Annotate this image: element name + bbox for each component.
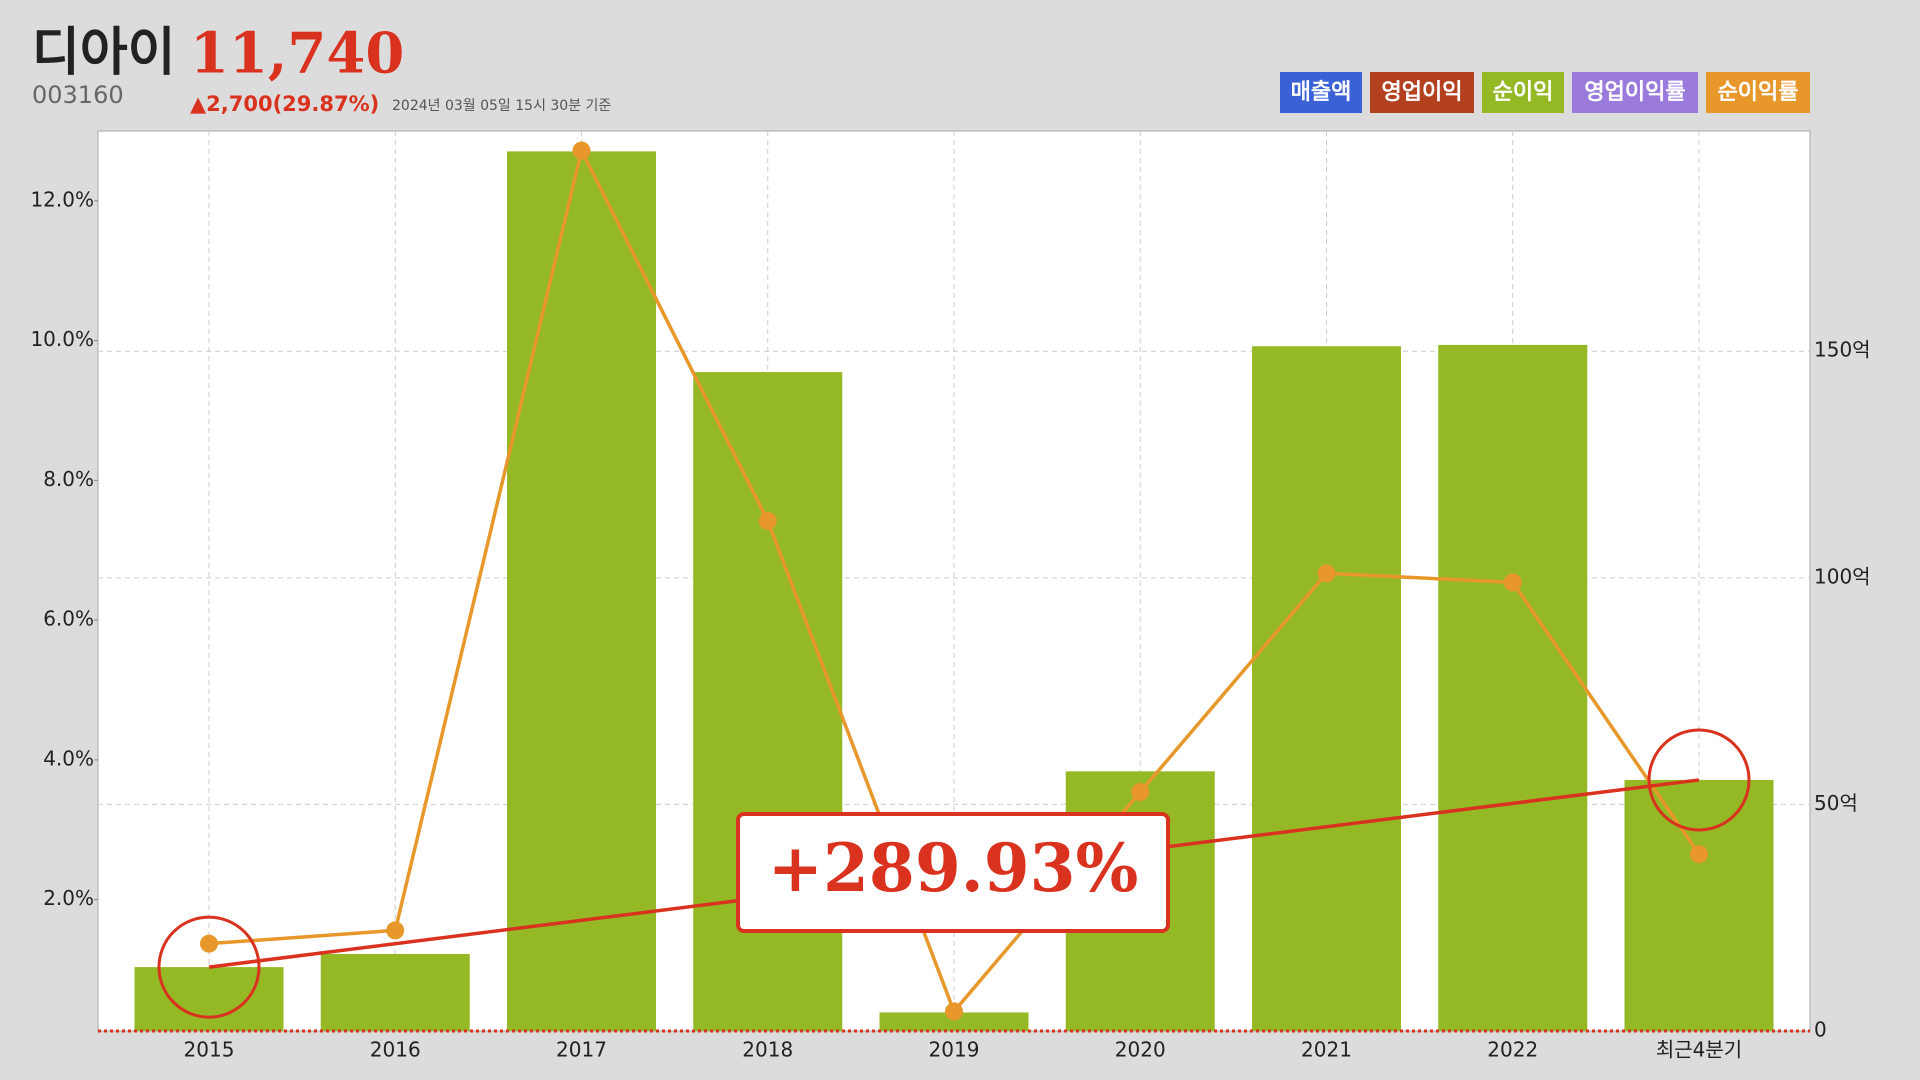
y-tick-label: 6.0% [43,607,94,631]
annotation-box [736,812,1170,933]
legend-swatch [1572,72,1698,113]
highlight-circle [157,915,261,1019]
line-point [386,921,405,940]
timestamp: 2024년 03월 05일 15시 30분 기준 [392,98,611,114]
y2-tick-label: 0 [1814,1018,1827,1042]
line-point [1503,573,1522,592]
x-tick-label: 2018 [742,1038,793,1062]
bar [1438,344,1588,1031]
y-tick-label: 4.0% [43,746,94,770]
annotation-text: +289.93% [768,829,1139,907]
x-tick-label: 2019 [929,1038,980,1062]
bar [1624,779,1774,1031]
y2-tick-label: 100억 [1814,564,1871,588]
y2-tick-label: 150억 [1814,338,1871,362]
legend-label: 영업이익 [1382,80,1463,105]
y-tick-label: 10.0% [30,327,94,351]
bar [507,151,656,1031]
price-change: ▲2,700(29.87%) [190,92,379,116]
bar [134,967,284,1031]
x-tick-label: 2017 [556,1038,607,1062]
line-point [1317,564,1336,583]
legend-label: 매출액 [1291,80,1352,105]
legend-swatch [1280,72,1362,113]
legend-swatch [1706,72,1810,113]
x-tick-label: 2020 [1115,1038,1166,1062]
stock-code: 003160 [32,81,124,109]
line-point [758,511,777,530]
bar [879,1012,1029,1031]
legend-swatch [1370,72,1474,113]
legend-swatch [1482,72,1564,113]
stock-price: 11,740 [190,21,404,87]
x-tick-label: 2022 [1487,1038,1538,1062]
line-point [200,934,218,953]
y2-tick-label: 50억 [1814,791,1858,815]
line-point [945,1002,963,1021]
highlight-circle [1647,728,1751,832]
x-tick-label: 2015 [184,1038,235,1062]
bar [1252,346,1401,1031]
x-tick-label: 2021 [1301,1038,1352,1062]
x-tick-label: 최근4분기 [1656,1038,1742,1062]
line-point [1690,845,1708,864]
x-tick-label: 2016 [370,1038,421,1062]
y-tick-label: 8.0% [43,467,94,491]
y-tick-label: 2.0% [43,886,94,910]
stock-name: 디아이 [32,23,176,83]
bar [320,953,470,1031]
y-tick-label: 12.0% [30,187,94,211]
legend-label: 순이익 [1493,80,1554,105]
legend-label: 영업이익률 [1584,80,1685,105]
line-point [572,141,591,160]
legend-label: 순이익률 [1718,80,1799,105]
line-point [1131,783,1150,802]
